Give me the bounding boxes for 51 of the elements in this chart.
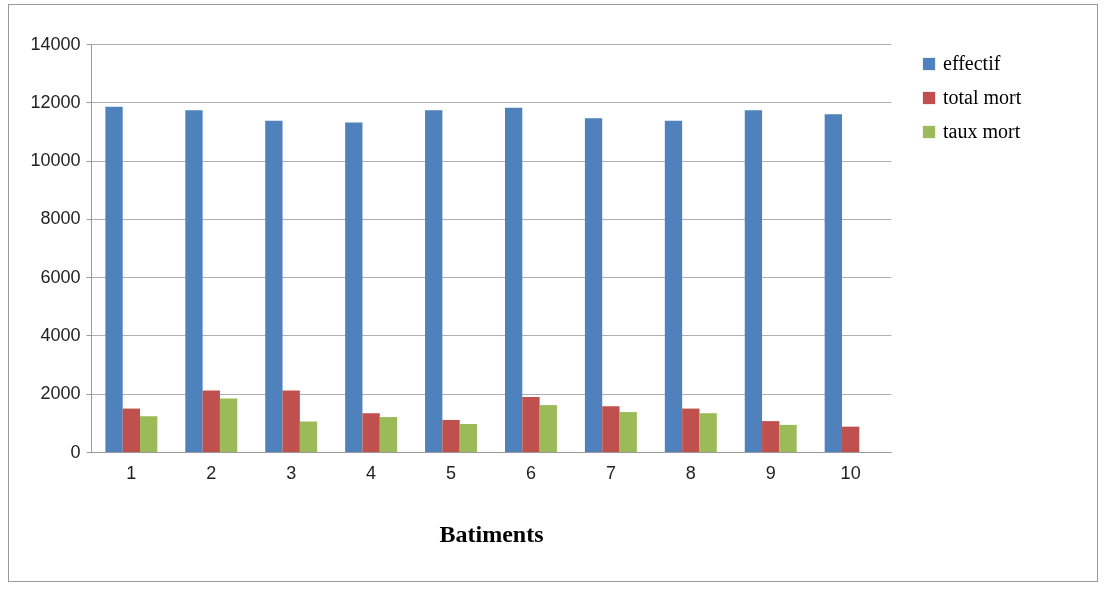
x-tick-label: 8 bbox=[685, 462, 696, 483]
bar bbox=[459, 424, 478, 452]
bar bbox=[299, 421, 318, 452]
x-tick-label: 4 bbox=[366, 462, 377, 483]
bar bbox=[105, 106, 123, 452]
y-tick-label: 2000 bbox=[40, 383, 81, 404]
bar bbox=[202, 390, 220, 452]
bar bbox=[345, 122, 363, 452]
y-tick-label: 10000 bbox=[30, 150, 81, 171]
bar bbox=[362, 413, 380, 452]
x-tick-label: 3 bbox=[286, 462, 297, 483]
x-tick-label: 5 bbox=[446, 462, 457, 483]
bar bbox=[265, 120, 283, 452]
y-tick-label: 0 bbox=[70, 441, 81, 462]
bar bbox=[744, 110, 763, 452]
bar bbox=[282, 390, 300, 452]
y-tick-label: 8000 bbox=[40, 208, 81, 229]
y-tick-label: 4000 bbox=[40, 324, 81, 345]
bar bbox=[219, 398, 238, 452]
x-axis-title: Batiments bbox=[439, 520, 544, 547]
bar bbox=[682, 408, 700, 452]
y-tick-label: 14000 bbox=[30, 33, 81, 54]
bar bbox=[425, 110, 443, 452]
x-tick-label: 2 bbox=[206, 462, 217, 483]
y-tick-label: 6000 bbox=[40, 266, 81, 287]
bar bbox=[185, 110, 203, 452]
bar bbox=[664, 120, 683, 452]
x-tick-label: 10 bbox=[840, 462, 861, 483]
bar bbox=[762, 421, 780, 452]
bar bbox=[584, 118, 603, 452]
bar bbox=[779, 424, 797, 452]
legend-label: taux mort bbox=[943, 120, 1021, 142]
bar bbox=[824, 114, 842, 452]
y-tick-label: 12000 bbox=[30, 91, 81, 112]
x-tick-label: 6 bbox=[525, 462, 536, 483]
bar bbox=[619, 412, 637, 452]
x-tick-label: 7 bbox=[605, 462, 616, 483]
bar bbox=[379, 417, 398, 452]
bar bbox=[841, 426, 860, 452]
bar bbox=[602, 406, 620, 452]
bar bbox=[442, 419, 460, 452]
x-tick-label: 9 bbox=[765, 462, 776, 483]
bar bbox=[504, 107, 523, 452]
bar bbox=[539, 405, 557, 452]
legend-label: effectif bbox=[943, 52, 1001, 74]
bar bbox=[699, 413, 717, 452]
x-tick-label: 1 bbox=[126, 462, 137, 483]
bar bbox=[140, 416, 158, 452]
bar bbox=[122, 408, 141, 452]
legend-label: total mort bbox=[943, 86, 1022, 108]
bar bbox=[522, 396, 540, 452]
